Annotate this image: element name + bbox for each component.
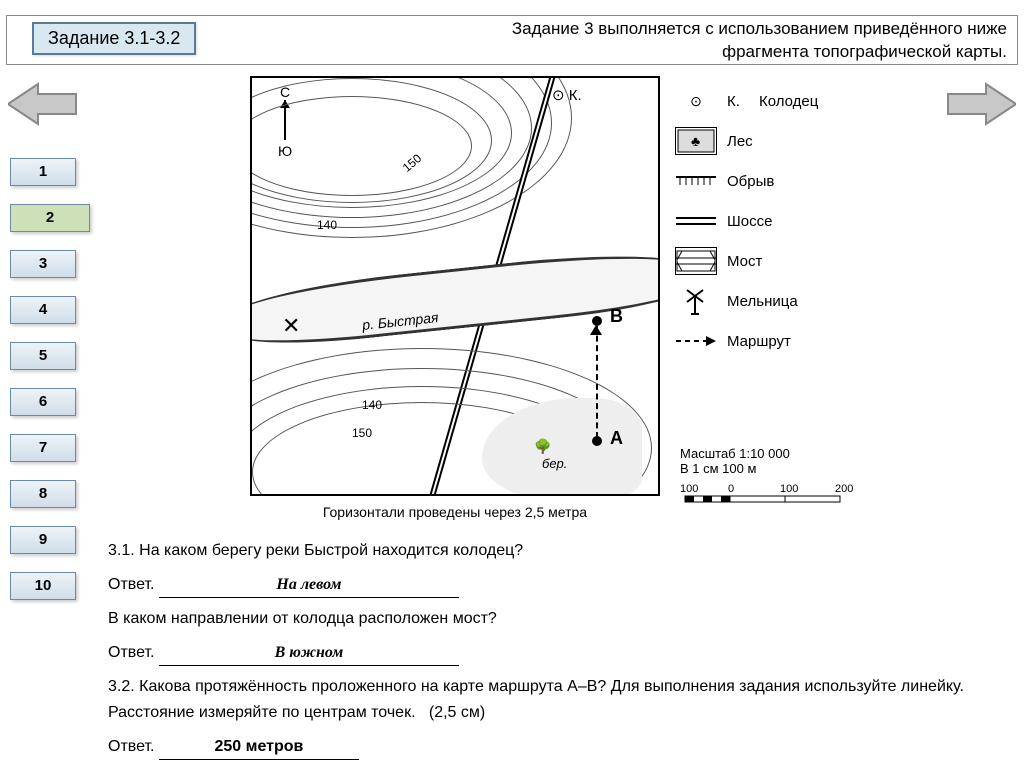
point-a-label: А	[610, 428, 623, 449]
tree-icon: 🌳	[534, 438, 551, 455]
map-legend: ⊙К.Колодец ♣ Лес Обрыв Шоссе Мост Мельница Марш…	[675, 81, 875, 361]
map-caption: Горизонтали проведены через 2,5 метра	[250, 504, 660, 520]
question-3-1: 3.1. На каком берегу реки Быстрой находи…	[108, 538, 994, 564]
scale-title-1: Масштаб 1:10 000	[680, 446, 870, 461]
answer-label-3: Ответ.	[108, 738, 154, 755]
q32-hint: (2,5 см)	[429, 704, 485, 721]
legend-label-road: Шоссе	[727, 213, 772, 230]
nav-button-3[interactable]: 3	[10, 250, 76, 278]
nav-button-8[interactable]: 8	[10, 480, 76, 508]
q32-number: 3.2.	[108, 678, 135, 695]
svg-text:0: 0	[728, 483, 734, 495]
q31-number: 3.1.	[108, 542, 135, 559]
q31-text: На каком берегу реки Быстрой находится к…	[139, 542, 523, 559]
prev-arrow[interactable]	[8, 80, 78, 128]
scale-block: Масштаб 1:10 000 В 1 см 100 м 100 0 100 …	[680, 446, 870, 513]
nav-button-10[interactable]: 10	[10, 572, 76, 600]
legend-label-bridge: Мост	[727, 253, 762, 270]
question-mid: В каком направлении от колодца расположе…	[108, 606, 994, 632]
svg-text:100: 100	[780, 483, 798, 495]
route-line	[596, 326, 598, 438]
topographic-map: С Ю ⊙ К. 150 140 р. Быстрая ✕ 140 150 бе…	[250, 76, 660, 496]
scale-title-2: В 1 см 100 м	[680, 461, 870, 476]
nav-button-1[interactable]: 1	[10, 158, 76, 186]
legend-row-windmill: Мельница	[675, 281, 875, 321]
contour-label-150-bot: 150	[352, 426, 372, 440]
answer-label-2: Ответ.	[108, 644, 154, 661]
legend-label-route: Маршрут	[727, 333, 791, 350]
legend-row-well: ⊙К.Колодец	[675, 81, 875, 121]
legend-row-cliff: Обрыв	[675, 161, 875, 201]
question-3-2: 3.2. Какова протяжённость проложенного н…	[108, 674, 994, 725]
well-label: К.	[569, 87, 582, 104]
scale-bar-icon: 100 0 100 200	[680, 482, 870, 510]
legend-row-forest: ♣ Лес	[675, 121, 875, 161]
contour-label-140-bot: 140	[362, 398, 382, 412]
legend-row-road: Шоссе	[675, 201, 875, 241]
answer-3-2: 250 метров	[214, 738, 303, 755]
next-arrow[interactable]	[946, 80, 1016, 128]
legend-row-route: Маршрут	[675, 321, 875, 361]
svg-text:100: 100	[680, 483, 698, 495]
nav-button-9[interactable]: 9	[10, 526, 76, 554]
legend-label-well: Колодец	[759, 93, 818, 110]
legend-label-windmill: Мельница	[727, 293, 798, 310]
forest-icon: ♣	[675, 127, 717, 155]
svg-text:200: 200	[835, 483, 853, 495]
route-arrowhead	[590, 324, 602, 342]
questions-block: 3.1. На каком берегу реки Быстрой находи…	[108, 538, 994, 768]
q32-text: Какова протяжённость проложенного на кар…	[108, 678, 964, 721]
nav-button-5[interactable]: 5	[10, 342, 76, 370]
map-area: С Ю ⊙ К. 150 140 р. Быстрая ✕ 140 150 бе…	[250, 76, 880, 526]
legend-label-forest: Лес	[727, 133, 753, 150]
route-icon	[675, 327, 717, 355]
nav-button-4[interactable]: 4	[10, 296, 76, 324]
contour-label-140-top: 140	[317, 218, 337, 232]
cliff-icon	[675, 167, 717, 195]
windmill-marker: ✕	[282, 313, 300, 339]
forest-label: бер.	[542, 456, 567, 471]
nav-button-6[interactable]: 6	[10, 388, 76, 416]
header-line2: фрагмента топографической карты.	[722, 42, 1007, 61]
windmill-icon	[675, 287, 717, 315]
legend-row-bridge: Мост	[675, 241, 875, 281]
nav-button-2[interactable]: 2	[10, 204, 90, 232]
bridge-icon	[675, 247, 717, 275]
legend-label-cliff: Обрыв	[727, 173, 774, 190]
answer-mid: В южном	[159, 640, 459, 667]
road-icon	[675, 207, 717, 235]
well-icon: ⊙	[675, 87, 717, 115]
task-badge: Задание 3.1-3.2	[32, 22, 196, 55]
answer-3-1: На левом	[159, 572, 459, 599]
nav-button-list: 1 2 3 4 5 6 7 8 9 10	[10, 158, 90, 600]
header-line1: Задание 3 выполняется с использованием п…	[512, 19, 1007, 38]
svg-text:♣: ♣	[691, 133, 700, 149]
nav-button-7[interactable]: 7	[10, 434, 76, 462]
answer-label-1: Ответ.	[108, 576, 154, 593]
point-b-label: В	[610, 306, 623, 327]
